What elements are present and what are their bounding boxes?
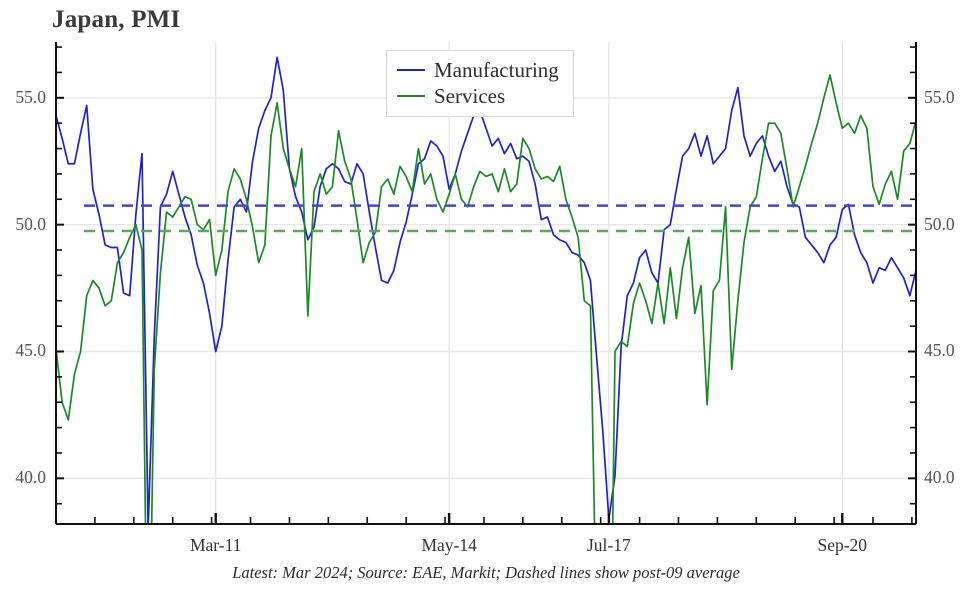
page-title: Japan, PMI bbox=[52, 6, 181, 33]
axis-layer bbox=[55, 42, 917, 525]
y-axis-tick-label-right: 40.0 bbox=[924, 467, 955, 488]
series-layer bbox=[56, 56, 916, 524]
x-axis-tick-label: Mar-11 bbox=[189, 535, 242, 555]
y-axis-tick-label-right: 45.0 bbox=[924, 340, 955, 361]
legend-label-services: Services bbox=[434, 83, 506, 108]
legend-swatch-manufacturing bbox=[397, 69, 425, 71]
x-axis-tick-label: Sep-20 bbox=[817, 535, 868, 555]
y-axis-tick-label: 55.0 bbox=[15, 86, 46, 107]
y-axis-tick-label-right: 55.0 bbox=[924, 86, 955, 107]
footer-source-note: Latest: Mar 2024; Source: EAE, Markit; D… bbox=[232, 563, 740, 582]
average-lines-layer bbox=[84, 204, 912, 233]
legend-label-manufacturing: Manufacturing bbox=[434, 57, 559, 82]
x-axis-tick-label: Jul-17 bbox=[586, 535, 631, 555]
x-axis-tick-label: May-14 bbox=[421, 535, 477, 555]
y-axis-tick-label: 45.0 bbox=[15, 340, 46, 361]
legend-item-services: Services bbox=[397, 83, 559, 109]
legend-swatch-services bbox=[397, 95, 425, 97]
gridlines bbox=[56, 42, 916, 524]
legend-item-manufacturing: Manufacturing bbox=[397, 57, 559, 83]
y-axis-tick-label: 50.0 bbox=[15, 213, 46, 234]
y-axis-tick-label: 40.0 bbox=[15, 467, 46, 488]
y-axis-tick-label-right: 50.0 bbox=[924, 213, 955, 234]
chart-legend: Manufacturing Services bbox=[386, 50, 574, 117]
